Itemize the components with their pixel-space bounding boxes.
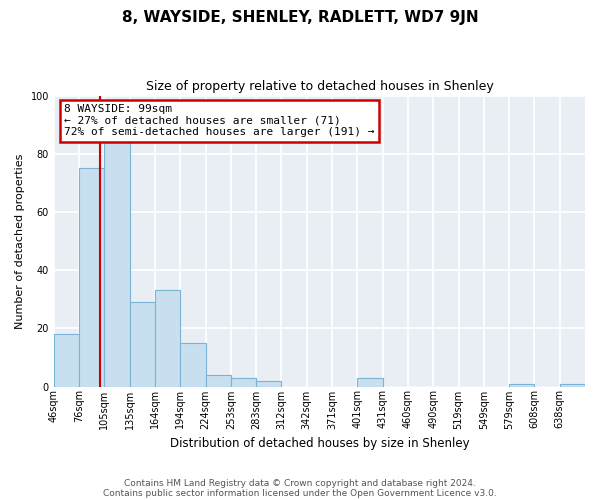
- Bar: [560, 384, 585, 386]
- Y-axis label: Number of detached properties: Number of detached properties: [15, 154, 25, 328]
- Bar: [155, 290, 180, 386]
- Bar: [130, 302, 155, 386]
- Bar: [358, 378, 383, 386]
- Bar: [256, 380, 281, 386]
- Text: Contains HM Land Registry data © Crown copyright and database right 2024.: Contains HM Land Registry data © Crown c…: [124, 478, 476, 488]
- Text: 8, WAYSIDE, SHENLEY, RADLETT, WD7 9JN: 8, WAYSIDE, SHENLEY, RADLETT, WD7 9JN: [122, 10, 478, 25]
- Text: 8 WAYSIDE: 99sqm
← 27% of detached houses are smaller (71)
72% of semi-detached : 8 WAYSIDE: 99sqm ← 27% of detached house…: [64, 104, 375, 138]
- Text: Contains public sector information licensed under the Open Government Licence v3: Contains public sector information licen…: [103, 488, 497, 498]
- Title: Size of property relative to detached houses in Shenley: Size of property relative to detached ho…: [146, 80, 493, 93]
- Bar: [206, 375, 231, 386]
- Bar: [231, 378, 256, 386]
- Bar: [180, 343, 206, 386]
- X-axis label: Distribution of detached houses by size in Shenley: Distribution of detached houses by size …: [170, 437, 469, 450]
- Bar: [54, 334, 79, 386]
- Bar: [104, 142, 130, 386]
- Bar: [509, 384, 535, 386]
- Bar: [79, 168, 104, 386]
